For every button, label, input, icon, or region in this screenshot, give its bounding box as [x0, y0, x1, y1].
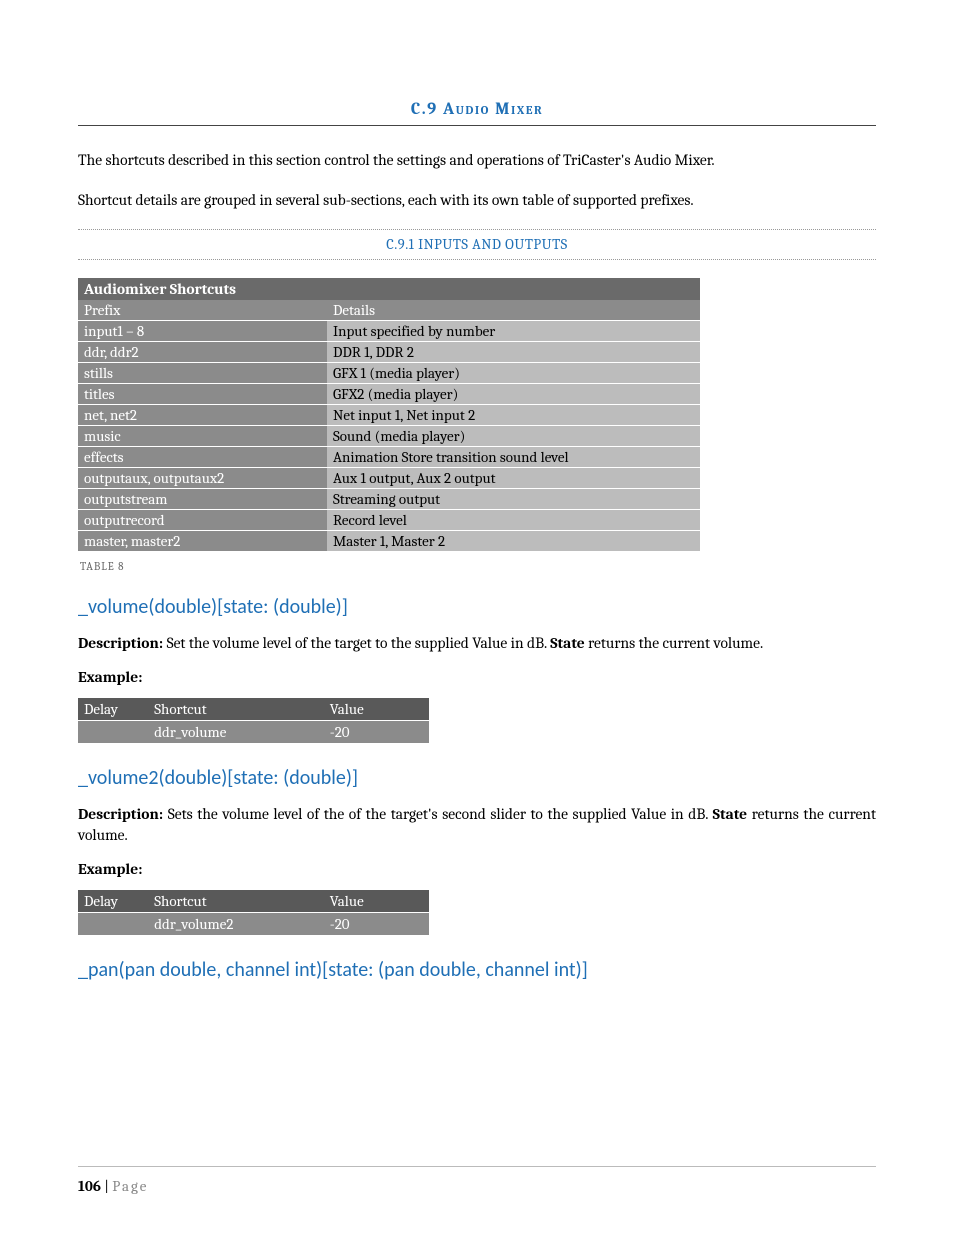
ex2-h-delay: Delay — [78, 890, 148, 913]
table-row: outputrecordRecord level — [78, 510, 700, 531]
example-table-2: Delay Shortcut Value ddr_volume2 -20 — [78, 890, 429, 936]
prefix-cell: outputaux, outputaux2 — [78, 468, 327, 489]
shortcuts-table-title: Audiomixer Shortcuts — [78, 278, 700, 300]
desc-tail: returns the current volume. — [585, 634, 763, 652]
details-cell: Streaming output — [327, 489, 700, 510]
col-header-prefix: Prefix — [78, 300, 327, 321]
prefix-cell: titles — [78, 384, 327, 405]
details-cell: Net input 1, Net input 2 — [327, 405, 700, 426]
desc-text: Set the volume level of the target to th… — [163, 634, 550, 652]
table-row: ddr_volume2 -20 — [78, 913, 429, 936]
ex1-h-delay: Delay — [78, 698, 148, 721]
example-label: Example: — [78, 668, 876, 686]
api2-description: Description: Sets the volume level of th… — [78, 804, 876, 846]
desc-text: Sets the volume level of the of the targ… — [163, 805, 712, 823]
table-row: master, master2Master 1, Master 2 — [78, 531, 700, 552]
ex1-h-value: Value — [324, 698, 429, 721]
desc-label: Description: — [78, 805, 163, 823]
ex1-h-shortcut: Shortcut — [148, 698, 324, 721]
ex2-value: -20 — [324, 913, 429, 936]
details-cell: Sound (media player) — [327, 426, 700, 447]
table-row: musicSound (media player) — [78, 426, 700, 447]
page-footer: 106 | Page — [78, 1166, 876, 1195]
page-word: Page — [112, 1177, 148, 1195]
section-number: C.9 — [411, 100, 438, 119]
ex2-h-shortcut: Shortcut — [148, 890, 324, 913]
ex2-delay — [78, 913, 148, 936]
subsection-title: INPUTS AND OUTPUTS — [418, 236, 568, 253]
table-row: effectsAnimation Store transition sound … — [78, 447, 700, 468]
table-row: outputaux, outputaux2Aux 1 output, Aux 2… — [78, 468, 700, 489]
details-cell: Master 1, Master 2 — [327, 531, 700, 552]
prefix-cell: net, net2 — [78, 405, 327, 426]
table-row: stillsGFX 1 (media player) — [78, 363, 700, 384]
desc-label: Description: — [78, 634, 163, 652]
details-cell: Input specified by number — [327, 321, 700, 342]
table-row: net, net2Net input 1, Net input 2 — [78, 405, 700, 426]
section-title: Audio Mixer — [443, 100, 543, 119]
api-heading-volume: _volume(double)[state: (double)] — [78, 595, 876, 619]
prefix-cell: stills — [78, 363, 327, 384]
api-heading-pan: _pan(pan double, channel int)[state: (pa… — [78, 958, 876, 982]
details-cell: GFX 1 (media player) — [327, 363, 700, 384]
table-row: titlesGFX2 (media player) — [78, 384, 700, 405]
prefix-cell: master, master2 — [78, 531, 327, 552]
subsection-heading: C.9.1 INPUTS AND OUTPUTS — [78, 230, 876, 259]
rule-bottom — [78, 259, 876, 260]
ex2-h-value: Value — [324, 890, 429, 913]
prefix-cell: input1 – 8 — [78, 321, 327, 342]
shortcuts-header-row: Prefix Details — [78, 300, 700, 321]
prefix-cell: music — [78, 426, 327, 447]
state-word: State — [713, 805, 748, 823]
table-caption: TABLE 8 — [80, 560, 876, 573]
shortcuts-table: Audiomixer Shortcuts Prefix Details inpu… — [78, 278, 700, 552]
table-row: ddr_volume -20 — [78, 721, 429, 744]
api1-description: Description: Set the volume level of the… — [78, 633, 876, 654]
table-row: input1 – 8Input specified by number — [78, 321, 700, 342]
details-cell: DDR 1, DDR 2 — [327, 342, 700, 363]
document-page: C.9 Audio Mixer The shortcuts described … — [0, 0, 954, 1235]
example-label: Example: — [78, 860, 876, 878]
section-heading: C.9 Audio Mixer — [78, 100, 876, 126]
subsection-heading-block: C.9.1 INPUTS AND OUTPUTS — [78, 229, 876, 260]
footer-sep: | — [101, 1177, 112, 1195]
details-cell: Animation Store transition sound level — [327, 447, 700, 468]
col-header-details: Details — [327, 300, 700, 321]
state-word: State — [550, 634, 585, 652]
ex1-delay — [78, 721, 148, 744]
ex2-shortcut: ddr_volume2 — [148, 913, 324, 936]
ex1-value: -20 — [324, 721, 429, 744]
prefix-cell: effects — [78, 447, 327, 468]
prefix-cell: outputstream — [78, 489, 327, 510]
details-cell: GFX2 (media player) — [327, 384, 700, 405]
table-row: outputstreamStreaming output — [78, 489, 700, 510]
subsection-number: C.9.1 — [386, 236, 414, 253]
details-cell: Record level — [327, 510, 700, 531]
table-row: ddr, ddr2DDR 1, DDR 2 — [78, 342, 700, 363]
prefix-cell: outputrecord — [78, 510, 327, 531]
example-table-1: Delay Shortcut Value ddr_volume -20 — [78, 698, 429, 744]
ex1-shortcut: ddr_volume — [148, 721, 324, 744]
api-heading-volume2: _volume2(double)[state: (double)] — [78, 766, 876, 790]
details-cell: Aux 1 output, Aux 2 output — [327, 468, 700, 489]
intro-p2: Shortcut details are grouped in several … — [78, 190, 876, 212]
intro-p1: The shortcuts described in this section … — [78, 150, 876, 172]
page-number: 106 — [78, 1177, 101, 1195]
prefix-cell: ddr, ddr2 — [78, 342, 327, 363]
